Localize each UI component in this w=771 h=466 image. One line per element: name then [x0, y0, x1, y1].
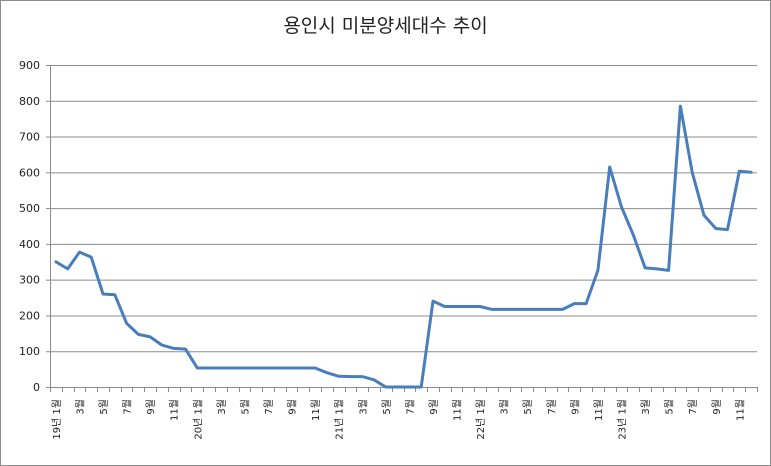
x-tick-label: 11월	[593, 399, 605, 421]
x-tick-label: 11월	[310, 399, 322, 421]
x-tick-label: 3월	[216, 399, 228, 415]
x-tick-label: 3월	[499, 399, 511, 415]
x-tick-label: 21년 1월	[334, 399, 346, 440]
x-tick-label: 9월	[569, 399, 581, 415]
x-tick-label: 3월	[357, 399, 369, 415]
x-tick-label: 9월	[428, 399, 440, 415]
x-tick-label: 9월	[287, 399, 299, 415]
x-tick-label: 9월	[145, 399, 157, 415]
x-tick-label: 3월	[74, 399, 86, 415]
series-line	[54, 104, 753, 389]
x-tick-label: 5월	[381, 399, 393, 415]
y-tick-label: 0	[33, 381, 40, 394]
x-tick-label: 11월	[734, 399, 746, 421]
x-tick-label: 23년 1월	[616, 399, 628, 440]
x-tick-label: 20년 1월	[192, 399, 204, 440]
x-tick-label: 9월	[711, 399, 723, 415]
y-tick-label: 400	[19, 238, 40, 251]
x-tick-label: 7월	[263, 399, 275, 415]
x-tick-label: 22년 1월	[475, 399, 487, 440]
x-tick-label: 7월	[546, 399, 558, 415]
x-tick-label: 19년 1월	[51, 399, 63, 440]
x-tick-label: 7월	[122, 399, 134, 415]
x-tick-label: 7월	[687, 399, 699, 415]
x-tick-label: 5월	[522, 399, 534, 415]
y-tick-label: 500	[19, 202, 40, 215]
x-tick-label: 11월	[169, 399, 181, 421]
y-tick-label: 100	[19, 345, 40, 358]
x-tick-label: 11월	[452, 399, 464, 421]
y-tick-label: 800	[19, 95, 40, 108]
y-tick-label: 200	[19, 309, 40, 322]
y-tick-label: 300	[19, 274, 40, 287]
y-tick-label: 700	[19, 131, 40, 144]
x-tick-label: 5월	[664, 399, 676, 415]
y-tick-label: 900	[19, 59, 40, 72]
x-tick-label: 5월	[239, 399, 251, 415]
x-tick-label: 7월	[404, 399, 416, 415]
chart-title: 용인시 미분양세대수 추이	[283, 15, 488, 37]
x-tick-label: 5월	[98, 399, 110, 415]
y-tick-label: 600	[19, 166, 40, 179]
x-tick-label: 3월	[640, 399, 652, 415]
